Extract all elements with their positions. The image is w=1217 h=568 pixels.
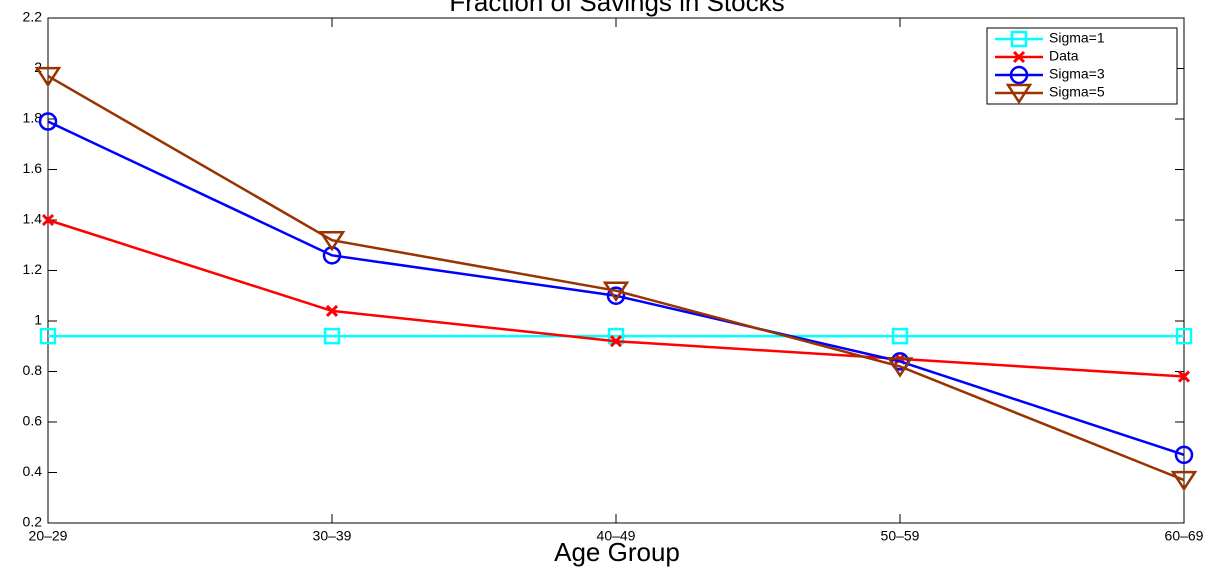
data-point: [325, 304, 339, 317]
y-tick-label: 1.2: [23, 261, 43, 277]
data-point: [609, 335, 623, 348]
series-line: [47, 120, 1185, 457]
chart-title: Fraction of Savings in Stocks: [449, 0, 784, 17]
data-point: [1177, 370, 1191, 383]
data-point: [41, 213, 55, 227]
x-tick-label: 50–59: [881, 528, 920, 544]
y-tick-label: 1.4: [23, 211, 43, 227]
y-tick-label: 0.8: [23, 362, 43, 378]
series-line: [47, 74, 1185, 482]
legend-label: Sigma=1: [1049, 30, 1105, 46]
data-point: [39, 327, 57, 345]
y-tick-label: 1.6: [23, 160, 43, 176]
data-point: [34, 66, 62, 88]
x-tick-label: 40–49: [597, 528, 636, 544]
y-tick-label: 0.4: [23, 463, 43, 479]
legend: Sigma=1 Data Sigma=3 Sigma=5: [986, 27, 1178, 105]
legend-label: Data: [1049, 48, 1079, 64]
legend-label: Sigma=3: [1049, 66, 1105, 82]
y-tick-label: 0.6: [23, 413, 43, 429]
legend-label: Sigma=5: [1049, 84, 1105, 100]
legend-marker: [1005, 83, 1033, 105]
data-point: [886, 357, 914, 378]
data-point: [1174, 445, 1194, 465]
y-tick-label: 0.2: [23, 514, 43, 530]
data-point: [318, 230, 346, 252]
legend-marker: [1012, 50, 1026, 64]
y-tick-label: 2.2: [23, 9, 43, 25]
x-tick-label: 30–39: [313, 528, 352, 544]
data-point: [323, 327, 341, 345]
y-tick-label: 1: [34, 312, 42, 328]
data-point: [891, 327, 909, 345]
y-tick-label: 1.8: [23, 110, 43, 126]
data-point: [38, 112, 58, 131]
data-point: [1170, 470, 1198, 492]
data-point: [606, 286, 626, 305]
legend-marker: [1009, 65, 1029, 85]
data-point: [1175, 327, 1193, 345]
legend-marker: [1010, 30, 1028, 48]
x-tick-label: 20–29: [29, 528, 68, 544]
x-tick-label: 60–69: [1165, 528, 1204, 544]
data-point: [602, 281, 630, 303]
x-axis-label: Age Group: [554, 537, 680, 567]
